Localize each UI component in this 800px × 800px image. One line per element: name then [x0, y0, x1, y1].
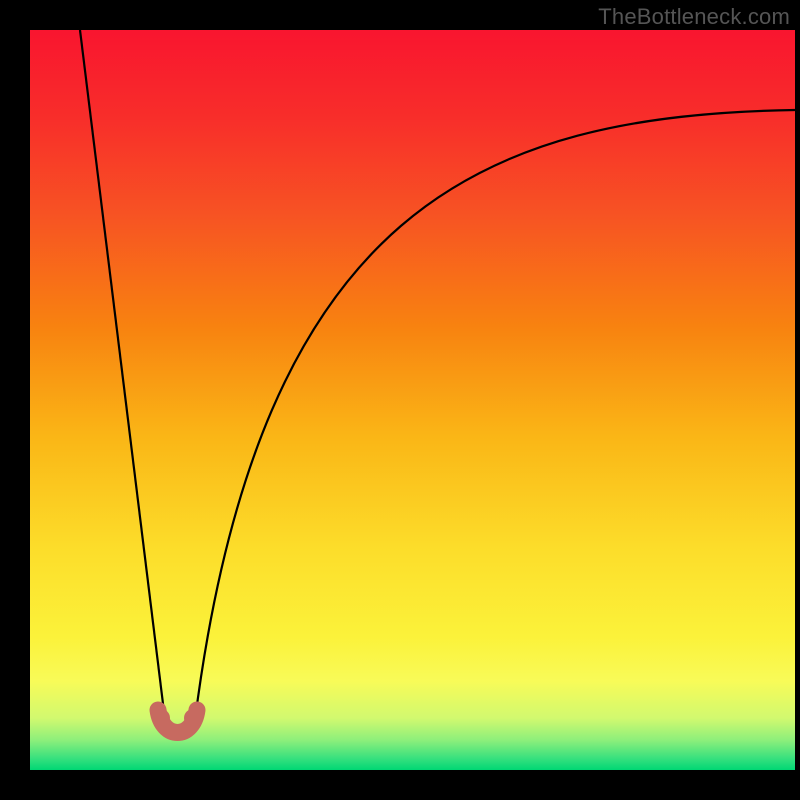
tip-marker-right	[184, 709, 202, 727]
tip-marker-left	[152, 709, 170, 727]
bottleneck-chart: TheBottleneck.com	[0, 0, 800, 800]
chart-svg	[0, 0, 800, 800]
plot-gradient-bg	[30, 30, 795, 770]
